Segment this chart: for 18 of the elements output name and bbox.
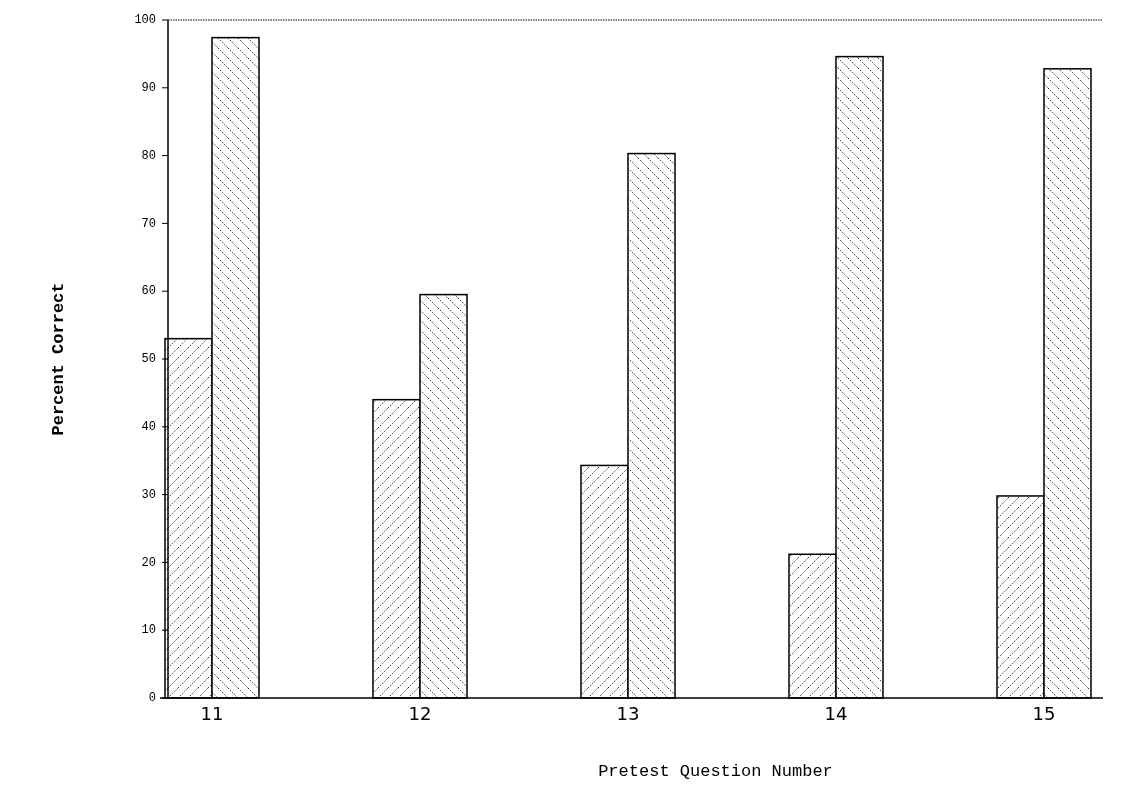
y-tick-label: 0 <box>148 691 156 706</box>
y-tick-label: 30 <box>141 487 156 502</box>
y-tick-label: 40 <box>141 419 156 434</box>
x-tick-label: 15 <box>1032 703 1056 724</box>
y-tick-label: 60 <box>141 284 156 299</box>
y-tick-label: 70 <box>141 216 156 231</box>
y-tick-label: 50 <box>141 352 156 367</box>
x-tick-label: 12 <box>408 703 432 724</box>
y-axis-title: Percent Correct <box>49 282 68 436</box>
y-tick-label: 100 <box>134 13 156 28</box>
x-tick-label: 13 <box>616 703 640 724</box>
y-tick-label: 80 <box>141 148 156 163</box>
y-tick-label: 10 <box>141 623 156 638</box>
y-tick-label: 20 <box>141 555 156 570</box>
x-tick-label: 11 <box>200 703 224 724</box>
x-axis-title: Pretest Question Number <box>598 762 833 781</box>
y-tick-label: 90 <box>141 80 156 95</box>
x-tick-label: 14 <box>824 703 848 724</box>
